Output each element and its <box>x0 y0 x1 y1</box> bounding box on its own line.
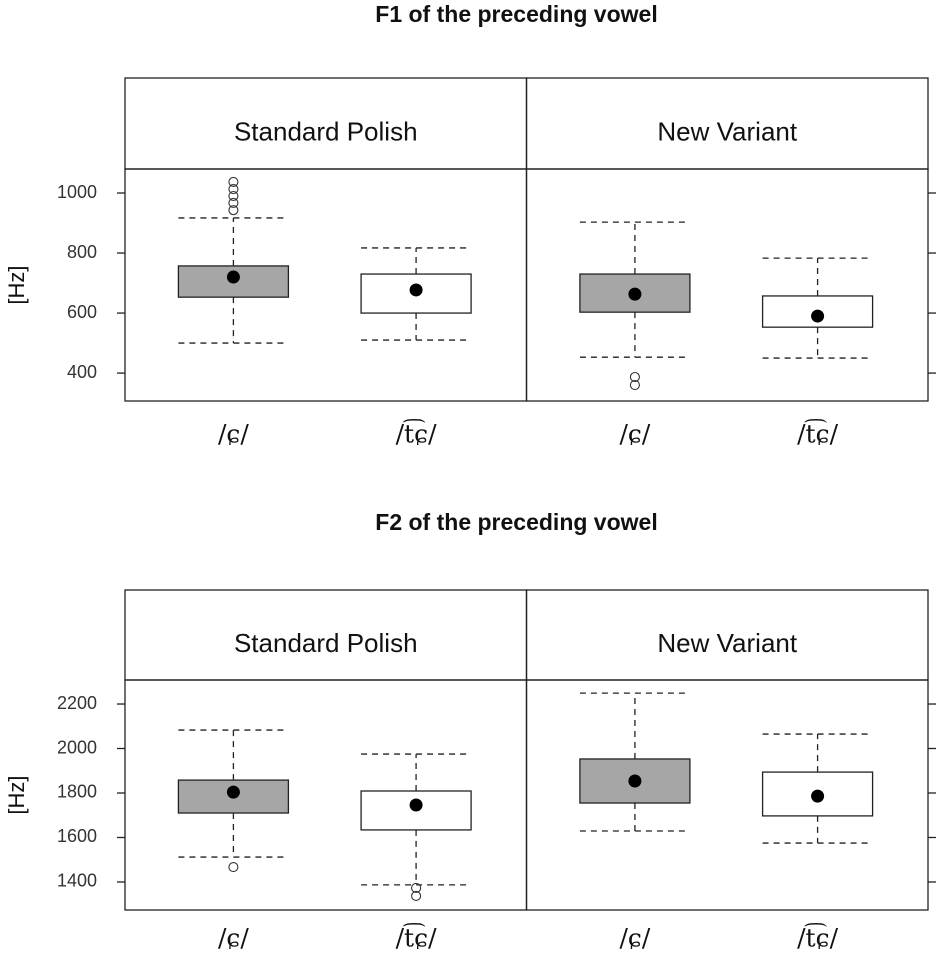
x-tick-label: /t͡ɕ/ <box>396 420 437 449</box>
y-tick-label: 400 <box>67 362 97 382</box>
y-axis-label: [Hz] <box>4 775 29 814</box>
y-tick-label: 600 <box>67 302 97 322</box>
panel-title: Standard Polish <box>234 628 418 658</box>
chart-title: F2 of the preceding vowel <box>375 509 657 535</box>
outlier <box>228 184 239 195</box>
median <box>811 309 825 323</box>
outlier <box>228 205 239 216</box>
median <box>811 789 825 803</box>
median <box>409 283 423 297</box>
y-tick-label: 2000 <box>57 737 97 757</box>
panel <box>525 168 929 402</box>
median <box>226 270 240 284</box>
y-tick-label: 1800 <box>57 782 97 802</box>
y-axis-label: [Hz] <box>4 265 29 304</box>
x-tick-label: /ɕ/ <box>619 420 650 449</box>
outlier <box>629 371 640 383</box>
x-tick-label: /ɕ/ <box>218 420 249 449</box>
x-tick-label: /t͡ɕ/ <box>797 420 838 449</box>
outlier <box>629 380 640 391</box>
panel <box>525 679 929 911</box>
y-tick-label: 1400 <box>57 871 97 891</box>
y-tick-label: 1600 <box>57 826 97 846</box>
outlier <box>411 890 422 902</box>
panel-title: New Variant <box>657 116 797 146</box>
y-tick-label: 1000 <box>57 182 97 202</box>
outlier <box>228 176 239 187</box>
chart-title: F1 of the preceding vowel <box>375 1 657 27</box>
x-tick-label: /t͡ɕ/ <box>797 924 838 953</box>
x-tick-label: /t͡ɕ/ <box>396 924 437 953</box>
y-tick-label: 800 <box>67 242 97 262</box>
median <box>628 287 642 301</box>
x-tick-label: /ɕ/ <box>218 924 249 953</box>
outlier <box>228 197 239 208</box>
outlier <box>411 882 422 894</box>
median <box>409 798 423 812</box>
outlier <box>228 862 239 873</box>
panel-title: New Variant <box>657 628 797 658</box>
panel-title: Standard Polish <box>234 116 418 146</box>
median <box>226 785 240 799</box>
y-tick-label: 2200 <box>57 693 97 713</box>
median <box>628 774 642 788</box>
outlier <box>228 190 239 202</box>
x-tick-label: /ɕ/ <box>619 924 650 953</box>
